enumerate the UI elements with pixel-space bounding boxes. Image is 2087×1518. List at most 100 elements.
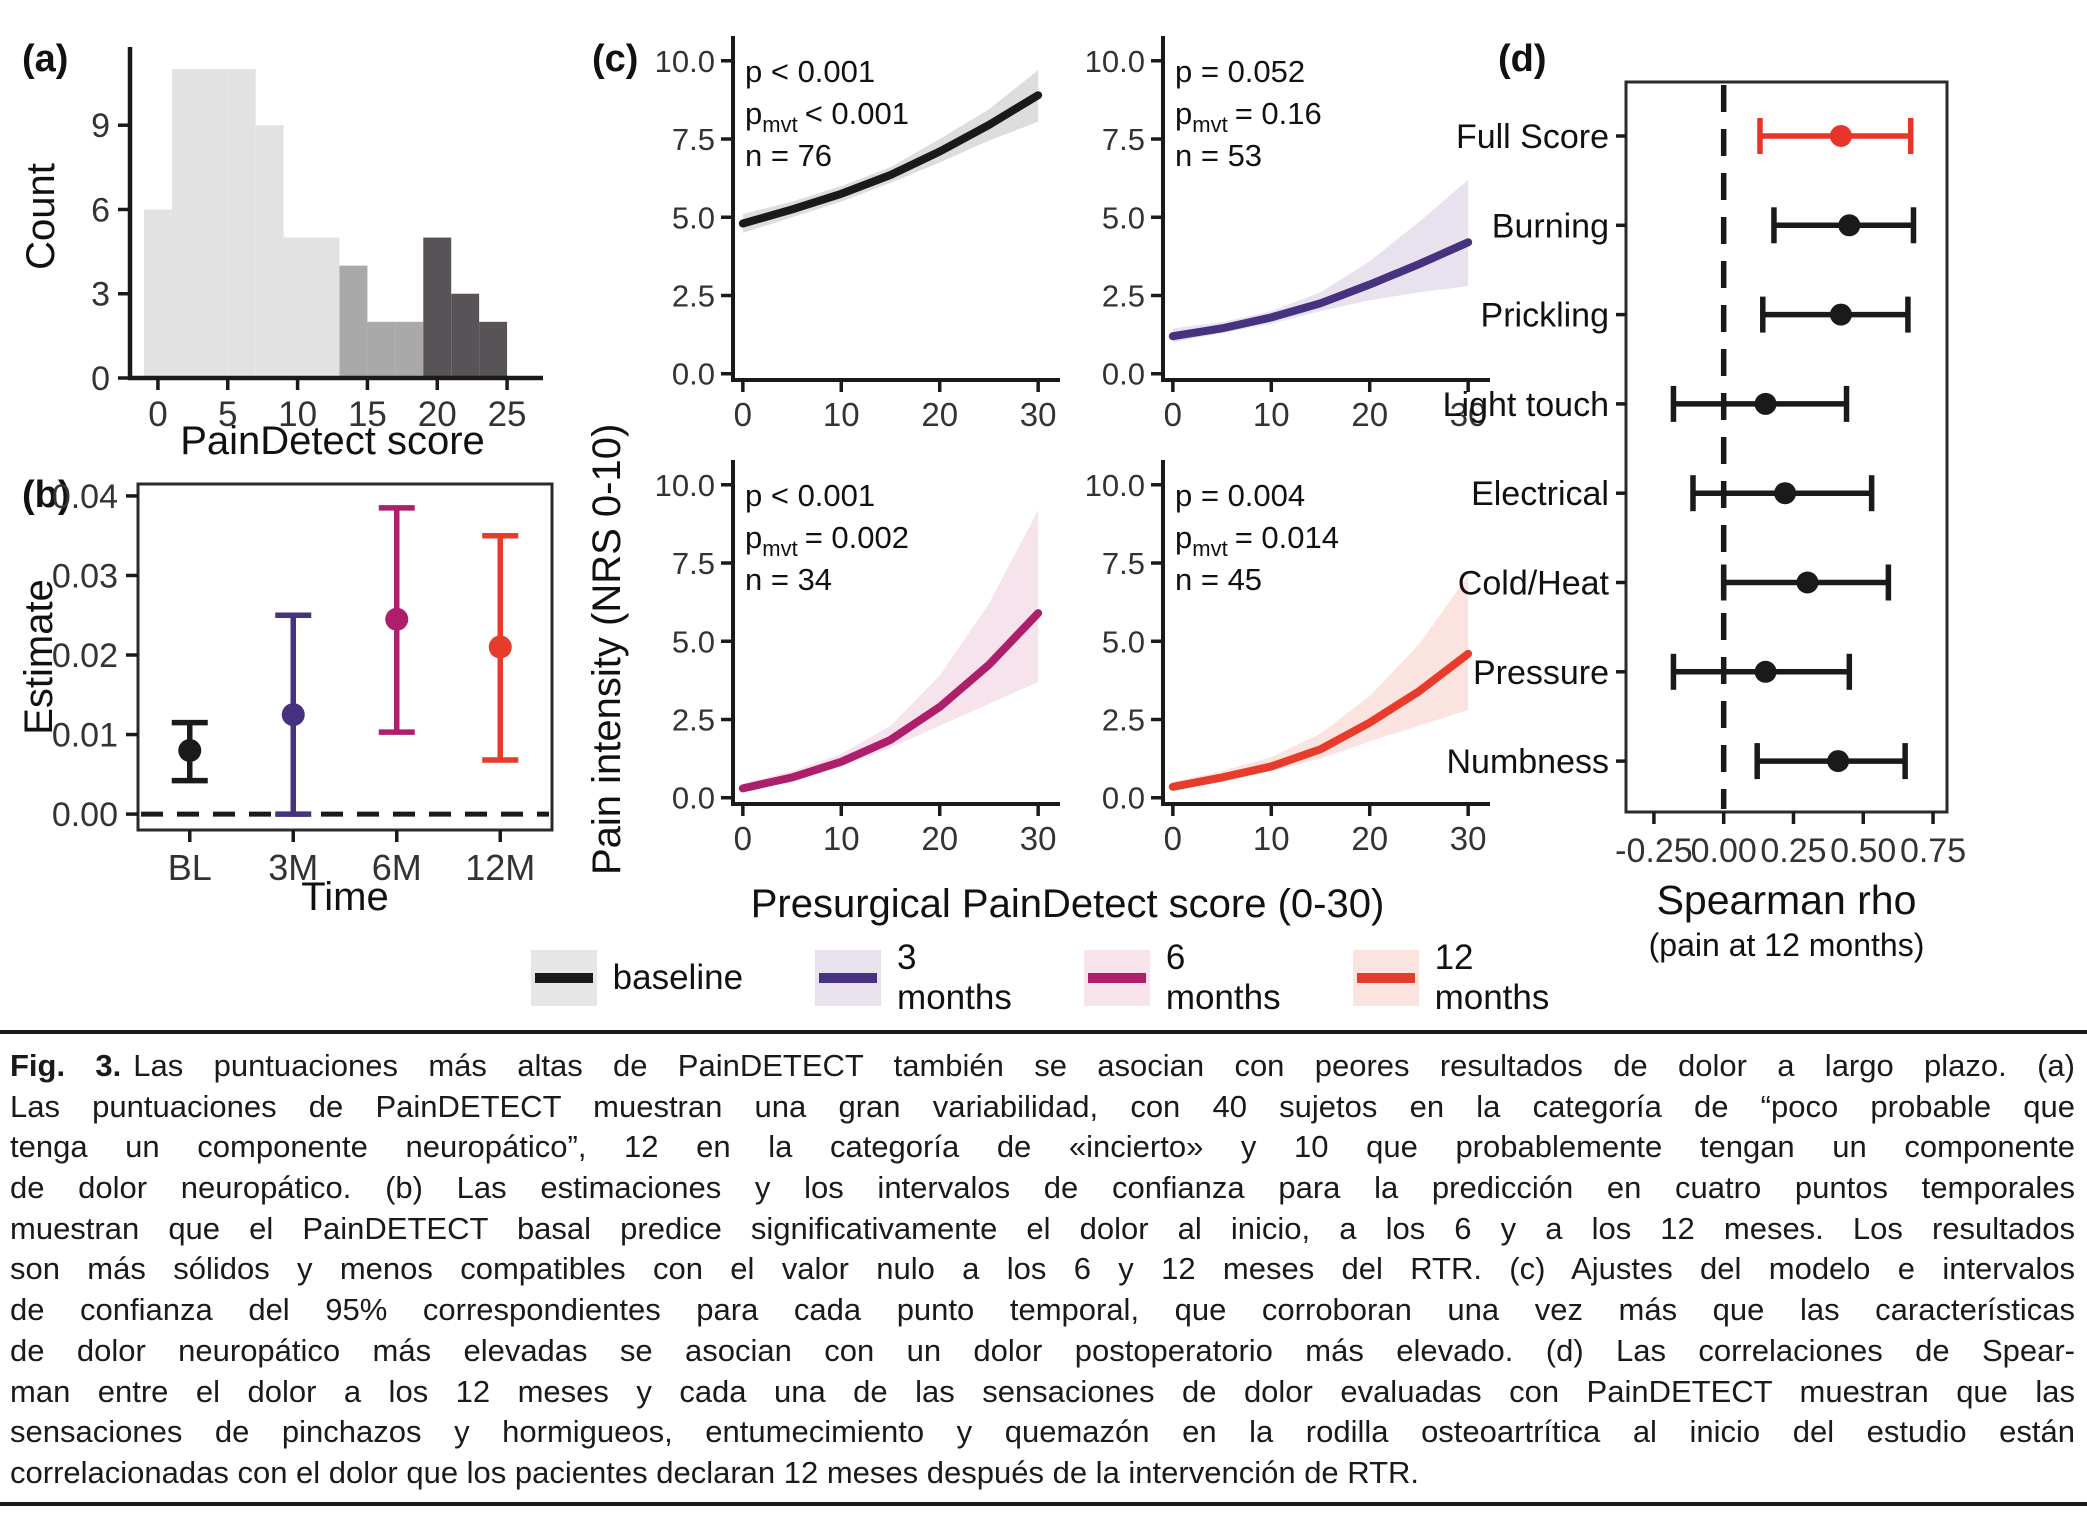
x-tick-label: BL (168, 847, 212, 888)
y-tick-label: 0.0 (1102, 357, 1145, 392)
histogram-bar (199, 69, 228, 378)
stat-n-value: n = 76 (745, 138, 832, 173)
histogram-bar (171, 69, 200, 378)
model-fit-3-months-subplot: 0.0 2.5 5.0 7.5 10.0 0 10 20 30 p = 0.052 pmvt = 0.… (1085, 36, 1490, 433)
y-tick-label: 0.04 (52, 478, 118, 516)
x-tick-label: 20 (1351, 820, 1388, 857)
y-tick-label: 3 (91, 276, 110, 314)
correlation-point (1796, 571, 1819, 594)
legend-label: 3 months (897, 938, 1012, 1017)
spearman-forest-plot: Full Score Burning Prickling Light touch Ele… (1443, 80, 1966, 963)
histogram-bar (423, 237, 452, 378)
histogram-bar (367, 321, 396, 378)
caption-line: Las puntuaciones de PainDETECT muestran … (10, 1088, 2075, 1124)
model-fit-baseline-subplot: 0.0 2.5 5.0 7.5 10.0 0 10 20 30 p < 0.001 pmvt < 0.… (655, 36, 1060, 433)
x-tick-label: 0 (148, 395, 167, 434)
x-tick-label: 12M (465, 847, 535, 888)
legend-label: baseline (612, 958, 744, 997)
legend-swatch (530, 950, 597, 1006)
histogram-bar (143, 209, 172, 378)
y-tick-label: 5.0 (1102, 624, 1145, 659)
forest-errorbar (1754, 743, 1908, 780)
x-tick-label: 0.00 (1691, 832, 1757, 870)
y-tick-label: 10.0 (655, 44, 715, 79)
y-tick-label: 6 (91, 191, 110, 229)
forest-row-label: Prickling (1481, 297, 1609, 335)
y-axis-title: Estimate (17, 579, 61, 735)
x-tick-label: 30 (1020, 820, 1057, 857)
y-tick-label: 0.0 (1102, 781, 1145, 816)
model-fit-line (1168, 649, 1473, 791)
stat-p-value: p < 0.001 (745, 478, 875, 513)
estimate-vs-time-errorbar-plot: 0.00 0.01 0.02 0.03 0.04 BL 3M 6M 12M Time Estimat… (17, 478, 554, 919)
x-tick-label: 0.25 (1760, 832, 1826, 870)
panel-label-d: (d) (1498, 38, 1547, 80)
x-axis-title: PainDetect score (180, 419, 485, 463)
stat-pmvt-value: pmvt = 0.16 (1175, 96, 1322, 137)
x-tick-label: -0.25 (1615, 832, 1693, 870)
legend-line-icon (1356, 973, 1415, 983)
correlation-point (1774, 482, 1797, 505)
panel-label-c: (c) (592, 38, 639, 80)
model-fit-panels: Pain intensity (NRS 0-10) 0.0 2.5 5.0 7.5 10… (530, 30, 1549, 1017)
stat-n-value: n = 53 (1175, 138, 1262, 173)
histogram-bar (395, 321, 424, 378)
stat-pmvt-value: pmvt = 0.002 (745, 520, 909, 561)
x-tick-label: 20 (418, 395, 457, 434)
y-tick-label: 10.0 (655, 468, 715, 503)
x-tick-label: 30 (1450, 396, 1487, 433)
y-tick-label: 0.03 (52, 557, 118, 595)
x-tick-label: 20 (921, 820, 958, 857)
legend-label: 12 months (1434, 938, 1550, 1017)
model-fit-6-months-subplot: 0.0 2.5 5.0 7.5 10.0 0 10 20 30 p < 0.001 pmvt = 0.… (655, 460, 1060, 857)
estimate-point (488, 635, 512, 659)
histogram-bar (479, 321, 508, 378)
y-axis-title: Count (19, 163, 63, 270)
forest-errorbar (1670, 653, 1853, 690)
histogram-bar (311, 237, 340, 378)
forest-errorbar (1771, 207, 1917, 244)
legend-line-icon (534, 973, 593, 983)
x-tick-label: 10 (1253, 820, 1290, 857)
model-fit-line (738, 91, 1043, 228)
correlation-point (1829, 303, 1852, 326)
forest-errorbar (1720, 564, 1892, 601)
panel-label-a: (a) (22, 38, 69, 80)
x-axis-title: Spearman rho (1657, 877, 1917, 923)
x-tick-label: 0 (734, 396, 752, 433)
correlation-point (1829, 125, 1852, 147)
presurgical-score-axis-label: Presurgical PainDetect score (0-30) (750, 882, 1385, 926)
x-tick-label: 20 (921, 396, 958, 433)
caption-line: son más sólidos y menos compatibles con … (10, 1251, 2075, 1287)
x-axis-subtitle: (pain at 12 months) (1649, 927, 1925, 963)
estimate-errorbar-12m (482, 532, 519, 763)
x-tick-label: 0 (1164, 396, 1182, 433)
x-tick-label: 10 (278, 395, 317, 434)
correlation-point (1827, 750, 1850, 773)
x-tick-label: 30 (1020, 396, 1057, 433)
stat-pmvt-value: pmvt < 0.001 (745, 96, 909, 137)
panel-border (136, 482, 554, 832)
x-tick-label: 0.75 (1900, 832, 1966, 870)
forest-row-label: Full Score (1456, 118, 1609, 156)
forest-errorbar (1760, 296, 1911, 333)
figure-number: Fig. 3. (10, 1048, 122, 1083)
y-tick-label: 2.5 (1102, 703, 1145, 738)
x-tick-label: 3M (268, 847, 318, 888)
model-fit-12-months-subplot: 0.0 2.5 5.0 7.5 10.0 0 10 20 30 p = 0.004 pmvt = 0.… (1085, 460, 1490, 857)
caption-line: de dolor neuropático más elevadas se aso… (10, 1332, 2075, 1368)
estimate-point (385, 607, 409, 631)
caption-line: Fig. 3. Las puntuaciones más altas de Pai… (10, 1046, 2075, 1087)
y-tick-label: 0.00 (52, 796, 118, 834)
x-tick-label: 6M (372, 847, 422, 888)
x-tick-label: 30 (1450, 820, 1487, 857)
forest-row-label: Burning (1492, 207, 1609, 245)
y-tick-label: 5.0 (1102, 200, 1145, 235)
x-tick-label: 0.50 (1830, 832, 1896, 870)
y-tick-label: 7.5 (1102, 546, 1145, 581)
y-tick-label: 5.0 (672, 200, 715, 235)
caption-top-rule (0, 1030, 2087, 1034)
x-tick-label: 15 (348, 395, 387, 434)
x-tick-label: 0 (734, 820, 752, 857)
stat-p-value: p = 0.052 (1175, 54, 1305, 89)
